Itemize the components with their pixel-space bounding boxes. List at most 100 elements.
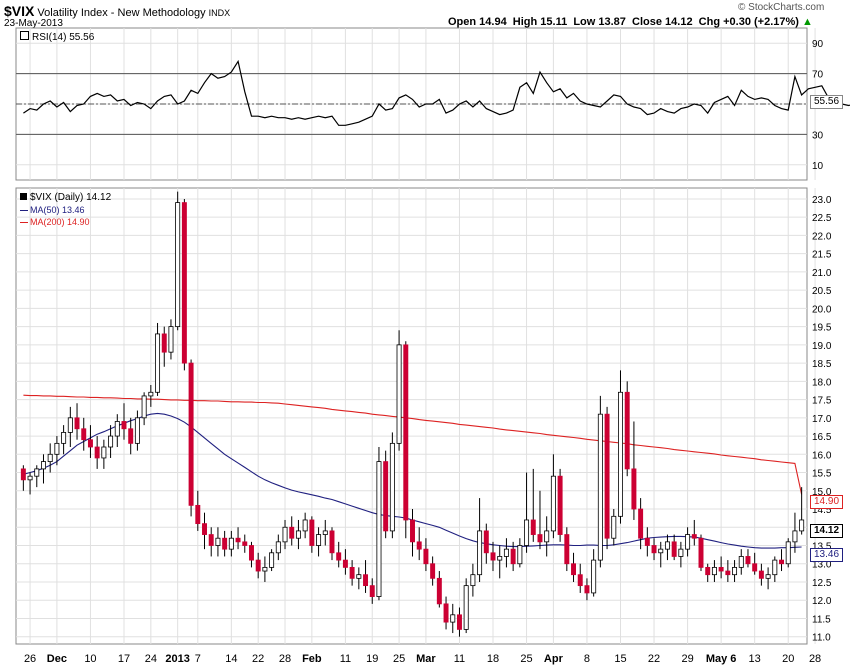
candle xyxy=(524,472,530,553)
price-frame xyxy=(15,187,808,645)
ma200-last-value-label: 14.90 xyxy=(810,495,844,509)
candle xyxy=(134,410,140,451)
x-tick-label: 14 xyxy=(225,653,237,665)
candle-body xyxy=(383,461,389,532)
x-tick-label: 11 xyxy=(340,653,351,665)
x-tick-label: 18 xyxy=(487,653,499,665)
candle-body xyxy=(664,541,670,550)
candle-body xyxy=(302,519,308,532)
x-tick-label: 28 xyxy=(279,653,291,665)
ma200-line xyxy=(23,394,803,495)
candle-body xyxy=(732,566,738,576)
candle xyxy=(114,414,120,448)
price-tick-label: 15.0 xyxy=(812,487,832,498)
candle xyxy=(785,538,791,568)
candle-body xyxy=(450,614,456,623)
candle-body xyxy=(101,446,107,459)
x-tick-label: 8 xyxy=(584,653,590,665)
x-tick-label: Mar xyxy=(416,653,436,665)
candle-body xyxy=(376,461,382,597)
candle-body xyxy=(618,391,623,517)
candle-body xyxy=(215,537,221,546)
candle xyxy=(745,549,751,568)
candle-body xyxy=(671,541,677,557)
candle-body xyxy=(195,504,201,525)
candle-body xyxy=(584,585,590,594)
price-tick-label: 12.0 xyxy=(812,596,832,607)
candle xyxy=(691,519,697,546)
candle-body xyxy=(524,519,530,546)
candle xyxy=(295,519,301,550)
candle-body xyxy=(74,417,80,430)
candle-body xyxy=(597,413,603,561)
candle xyxy=(537,490,543,550)
candle xyxy=(490,541,496,572)
candle-body xyxy=(134,417,140,444)
candle-body xyxy=(503,548,509,557)
candle-body xyxy=(155,333,161,393)
candle xyxy=(356,567,362,590)
candle xyxy=(188,359,194,517)
candle xyxy=(711,560,717,582)
candle-body xyxy=(490,552,496,561)
candle-body xyxy=(718,566,724,572)
candle-body xyxy=(557,475,563,535)
candle-body xyxy=(423,548,429,565)
candle-body xyxy=(651,545,657,554)
price-tick-label: 15.5 xyxy=(812,469,832,480)
candle xyxy=(363,560,369,593)
rsi-tick-label: 30 xyxy=(812,130,824,141)
candle xyxy=(765,567,771,590)
price-tick-label: 16.0 xyxy=(812,450,832,461)
candle xyxy=(483,523,489,564)
candle-body xyxy=(571,563,577,576)
price-tick-label: 20.5 xyxy=(812,286,832,297)
candle xyxy=(87,425,93,458)
candle xyxy=(792,512,798,553)
candle-body xyxy=(698,537,704,568)
candle xyxy=(329,527,335,561)
price-tick-label: 21.0 xyxy=(812,268,832,279)
x-tick-label: Apr xyxy=(544,653,564,665)
candle xyxy=(678,541,684,568)
candle xyxy=(752,552,758,575)
x-tick-label: 25 xyxy=(520,653,532,665)
candle-body xyxy=(591,559,597,594)
candle-body xyxy=(758,570,764,579)
candle-body xyxy=(745,556,751,565)
price-tick-label: 16.5 xyxy=(812,432,832,443)
candle-body xyxy=(711,566,717,576)
candle-body xyxy=(456,614,462,630)
candle xyxy=(604,406,610,550)
candle xyxy=(208,527,214,557)
ma50-legend-line xyxy=(20,210,28,212)
candle-body xyxy=(799,519,805,532)
candle-body xyxy=(222,537,228,550)
x-tick-label: May 6 xyxy=(706,653,737,665)
candle-body xyxy=(161,333,167,353)
candle xyxy=(671,534,677,561)
x-axis: 26 Dec 10 17 24 2013 7 14 22 28 Feb 11 19 25 Mar 11 18 25… xyxy=(24,653,821,665)
x-tick-label: Dec xyxy=(47,653,67,665)
price-legend-label: $VIX (Daily) 14.12 xyxy=(30,192,112,203)
candle xyxy=(175,191,181,331)
candle-body xyxy=(175,202,181,328)
candle xyxy=(215,527,221,557)
candle-body xyxy=(188,362,194,506)
price-legend: $VIX (Daily) 14.12 MA(50) 13.46 MA(200) … xyxy=(20,192,111,228)
price-tick-label: 18.0 xyxy=(812,377,832,388)
candle-body xyxy=(416,541,422,550)
candle xyxy=(611,509,617,546)
price-tick-label: 12.5 xyxy=(812,578,832,589)
candle-body xyxy=(34,468,40,477)
candle-body xyxy=(269,552,275,568)
candle-body xyxy=(785,541,791,565)
candle-body xyxy=(295,530,301,539)
candle xyxy=(94,436,100,469)
candle-body xyxy=(544,530,550,543)
candle xyxy=(309,516,315,553)
candle xyxy=(67,406,73,448)
candle-body xyxy=(624,391,630,470)
candle xyxy=(597,395,603,568)
price-tick-label: 11.0 xyxy=(812,633,831,644)
